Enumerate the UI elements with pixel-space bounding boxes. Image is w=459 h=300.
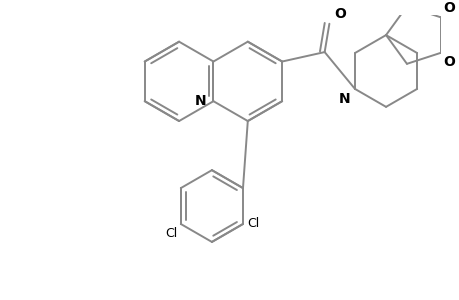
Text: Cl: Cl bbox=[246, 218, 258, 230]
Text: N: N bbox=[338, 92, 349, 106]
Text: N: N bbox=[194, 94, 206, 108]
Text: O: O bbox=[442, 55, 454, 69]
Text: O: O bbox=[442, 2, 454, 15]
Text: Cl: Cl bbox=[164, 227, 177, 240]
Text: O: O bbox=[333, 7, 345, 21]
